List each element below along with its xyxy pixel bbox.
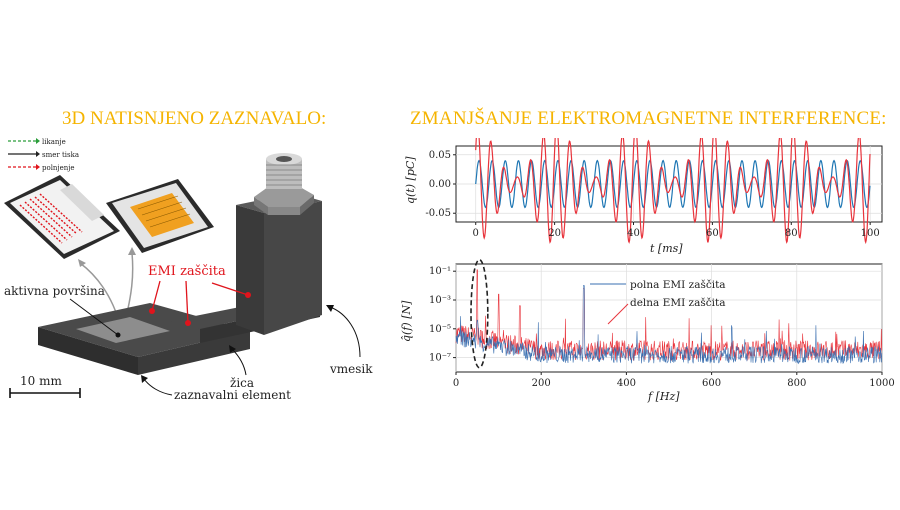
time-x-tick-label: 0 <box>473 228 479 239</box>
time-y-axis-label: q(t) [pC] <box>404 156 417 204</box>
spectrum-x-tick-label: 800 <box>787 378 806 389</box>
time-signal-chart: 0 20 40 60 80 100 0.05 0.00 -0.05 t [ms] q(t) [p… <box>404 138 883 255</box>
interface-label: vmesik <box>329 362 373 376</box>
full-shield-annotation: polna EMI zaščita <box>630 278 726 291</box>
spectrum-line-full-shield <box>455 285 883 365</box>
smer-tiska-label: smer tiska <box>42 151 79 159</box>
interface-tower <box>236 153 322 335</box>
time-x-tick-label: 60 <box>706 228 719 239</box>
series-line-partial-shield <box>475 138 871 245</box>
time-y-tick-label: 0.05 <box>429 150 451 161</box>
spectrum-x-tick-label: 1000 <box>869 378 894 389</box>
time-x-axis-label: t [ms] <box>650 242 683 255</box>
polnjenje-label: polnjenje <box>42 164 75 172</box>
layer-card-pad <box>106 179 214 253</box>
spectrum-y-axis-label: q̂(f) [N] <box>400 300 413 342</box>
spectrum-y-tick-label: 10⁻⁵ <box>429 324 451 335</box>
spectrum-x-tick-label: 600 <box>702 378 721 389</box>
spectrum-x-tick-label: 200 <box>532 378 551 389</box>
likanje-label: likanje <box>42 138 66 146</box>
wire-label: žica <box>230 376 254 390</box>
sensor-illustration: likanje smer tiska polnjenje <box>4 138 373 402</box>
time-y-tick-label: -0.05 <box>425 208 451 219</box>
scale-label: 10 mm <box>20 374 62 388</box>
time-x-tick-label: 80 <box>785 228 798 239</box>
sensing-element-label: zaznavalni element <box>174 388 291 402</box>
spectrum-y-tick-label: 10⁻³ <box>429 295 451 306</box>
active-surface-label: aktivna površina <box>4 284 105 298</box>
emi-charts: 0 20 40 60 80 100 0.05 0.00 -0.05 t [ms] q(t) [p… <box>400 138 895 403</box>
time-x-tick-label: 100 <box>861 228 880 239</box>
time-y-tick-label: 0.00 <box>429 179 451 190</box>
partial-shield-annotation: delna EMI zaščita <box>630 296 725 309</box>
spectrum-x-tick-label: 0 <box>453 378 459 389</box>
low-frequency-highlight <box>470 258 489 369</box>
time-x-tick-label: 40 <box>627 228 640 239</box>
spectrum-chart: 0 200 400 600 800 1000 10⁻¹ 10⁻³ 10⁻⁵ 10⁻⁷ f [Hz]… <box>400 258 895 403</box>
scale-bar: 10 mm <box>9 374 81 398</box>
layer-card-fill <box>4 175 120 259</box>
spectrum-y-tick-label: 10⁻⁷ <box>429 353 451 364</box>
spectrum-x-axis-label: f [Hz] <box>647 390 680 403</box>
emi-shield-label: EMI zaščita <box>148 264 226 279</box>
right-panel-title: ZMANJŠANJE ELEKTROMAGNETNE INTERFERENCE: <box>410 108 887 129</box>
spectrum-y-tick-label: 10⁻¹ <box>429 266 451 277</box>
spectrum-x-tick-label: 400 <box>617 378 636 389</box>
time-x-tick-label: 20 <box>548 228 561 239</box>
print-legend: likanje smer tiska polnjenje <box>8 138 79 172</box>
left-panel-title: 3D NATISNJENO ZAZNAVALO: <box>62 108 327 129</box>
series-line-full-shield <box>475 159 871 209</box>
